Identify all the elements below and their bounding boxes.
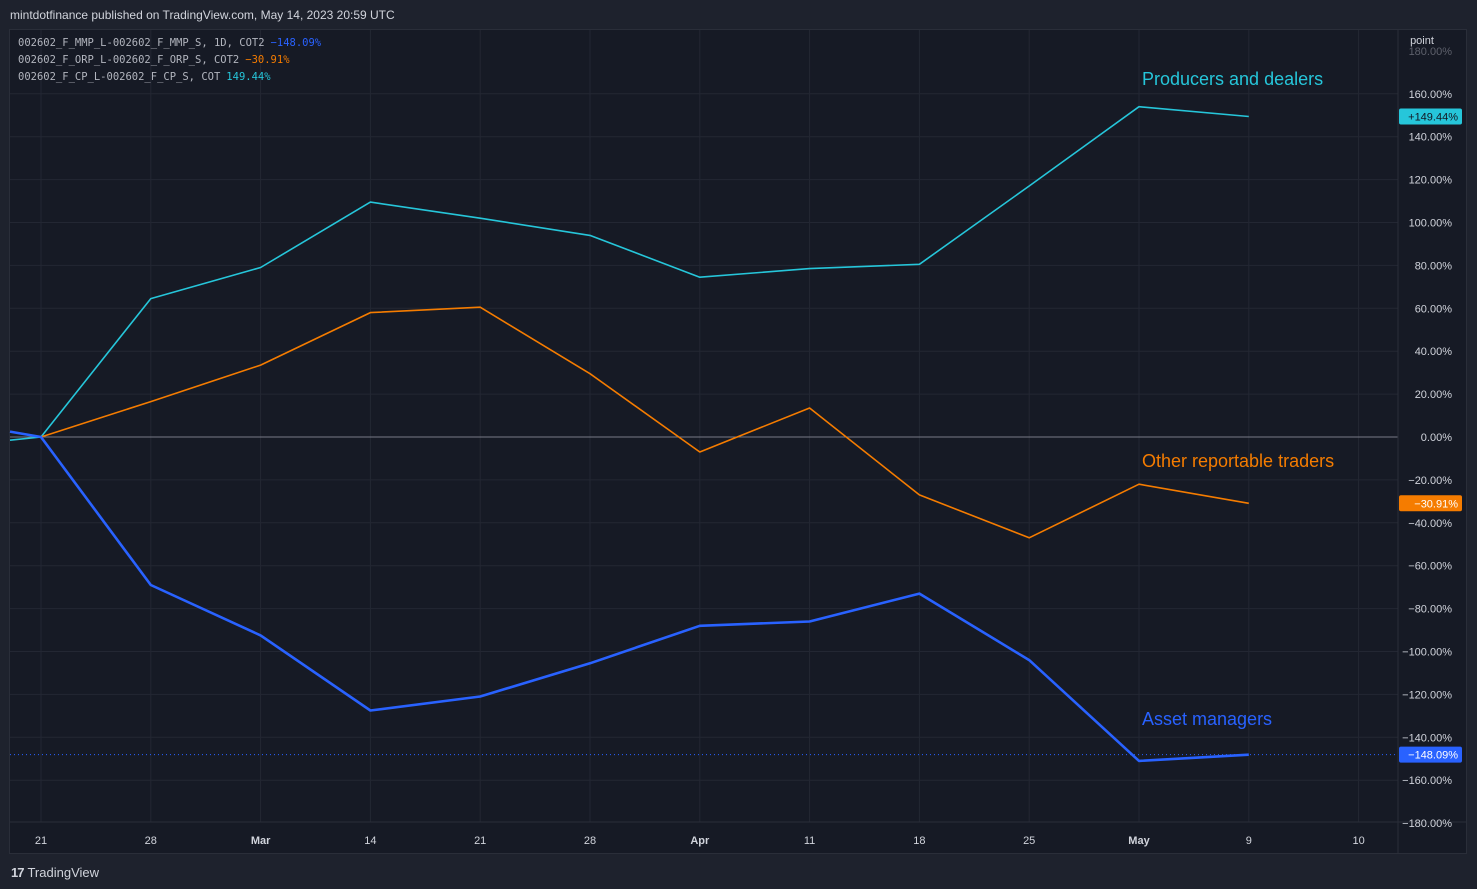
series-annotation: Asset managers [1142,709,1272,729]
legend: 002602_F_MMP_L-002602_F_MMP_S, 1D, COT2−… [18,35,321,86]
y-tick-label: 20.00% [1415,389,1453,401]
y-tick-label: −120.00% [1402,689,1452,701]
y-tick-label: −100.00% [1402,647,1452,659]
y-tick-label: 40.00% [1415,346,1453,358]
price-axis-value-badge: −148.09% [1399,746,1462,763]
published-text: mintdotfinance published on TradingView.… [10,8,395,22]
y-tick-label: −40.00% [1408,518,1452,530]
y-tick-label: −140.00% [1402,732,1452,744]
legend-value: −148.09% [270,37,322,49]
x-tick-label: 21 [35,835,47,847]
badge-text: +149.44% [1408,111,1458,123]
x-tick-label: 21 [474,835,486,847]
y-tick-label: −80.00% [1408,604,1452,616]
y-tick-label: 0.00% [1421,432,1452,444]
x-tick-label: 10 [1352,835,1364,847]
x-tick-label: 18 [913,835,925,847]
y-axis-unit-label: point [1410,35,1434,47]
x-tick-label: Mar [251,835,271,847]
y-tick-label: −60.00% [1408,561,1452,573]
x-tick-label: 11 [804,835,815,847]
legend-label: 002602_F_ORP_L-002602_F_ORP_S, COT2 [18,54,240,66]
price-axis-value-badge: −30.91% [1399,495,1462,512]
series-layer: Producers and dealers Other reportable tr… [9,69,1398,763]
y-tick-label: 140.00% [1409,132,1453,144]
x-tick-label: 28 [584,835,596,847]
legend-value: 149.44% [226,71,271,83]
badge-text: −148.09% [1408,750,1458,762]
legend-label: 002602_F_MMP_L-002602_F_MMP_S, 1D, COT2 [18,37,265,49]
x-tick-label: 14 [364,835,376,847]
y-tick-label: −20.00% [1408,475,1452,487]
published-header: mintdotfinance published on TradingView.… [0,0,1477,30]
grid-layer [10,30,1398,822]
x-tick-label: 25 [1023,835,1035,847]
x-tick-label: May [1128,835,1150,847]
series-line-producers-and-dealers [9,105,1249,441]
x-tick-label: Apr [690,835,710,847]
legend-label: 002602_F_CP_L-002602_F_CP_S, COT [18,71,221,83]
chart-frame[interactable] [9,29,1467,854]
legend-row-other-reportable[interactable]: 002602_F_ORP_L-002602_F_ORP_S, COT2 −30.9… [18,52,321,69]
legend-row-producers[interactable]: 002602_F_CP_L-002602_F_CP_S, COT 149.44% [18,69,321,86]
legend-row-asset-managers[interactable]: 002602_F_MMP_L-002602_F_MMP_S, 1D, COT2−… [18,35,321,52]
y-tick-label: 80.00% [1415,260,1453,272]
y-tick-label: 120.00% [1409,175,1453,187]
series-line-asset-managers [9,430,1249,763]
x-axis: 21 28 Mar 14 21 28 Apr 11 18 25 May 9 10 [35,835,1365,847]
y-tick-label: 180.00% [1409,46,1453,58]
y-tick-label: −180.00% [1402,818,1452,830]
x-tick-label: 28 [145,835,157,847]
y-tick-label: 60.00% [1415,303,1453,315]
y-tick-label: 100.00% [1409,218,1453,230]
series-annotation: Other reportable traders [1142,451,1334,471]
footer: 17 TradingView [0,855,1477,889]
y-tick-label: −160.00% [1402,775,1452,787]
badge-bg [1399,495,1462,512]
series-annotation: Producers and dealers [1142,69,1323,89]
tradingview-brand[interactable]: TradingView [27,864,100,880]
badge-bg [1399,108,1462,125]
y-tick-label: 160.00% [1409,89,1453,101]
x-tick-label: 9 [1246,835,1252,847]
tradingview-logo-icon[interactable]: 17 [11,864,25,880]
price-axis-value-badge: +149.44% [1399,108,1462,125]
legend-value: −30.91% [245,54,290,66]
badge-bg [1399,746,1462,763]
badge-text: −30.91% [1414,498,1458,510]
series-line-other-reportable-traders [40,306,1249,539]
